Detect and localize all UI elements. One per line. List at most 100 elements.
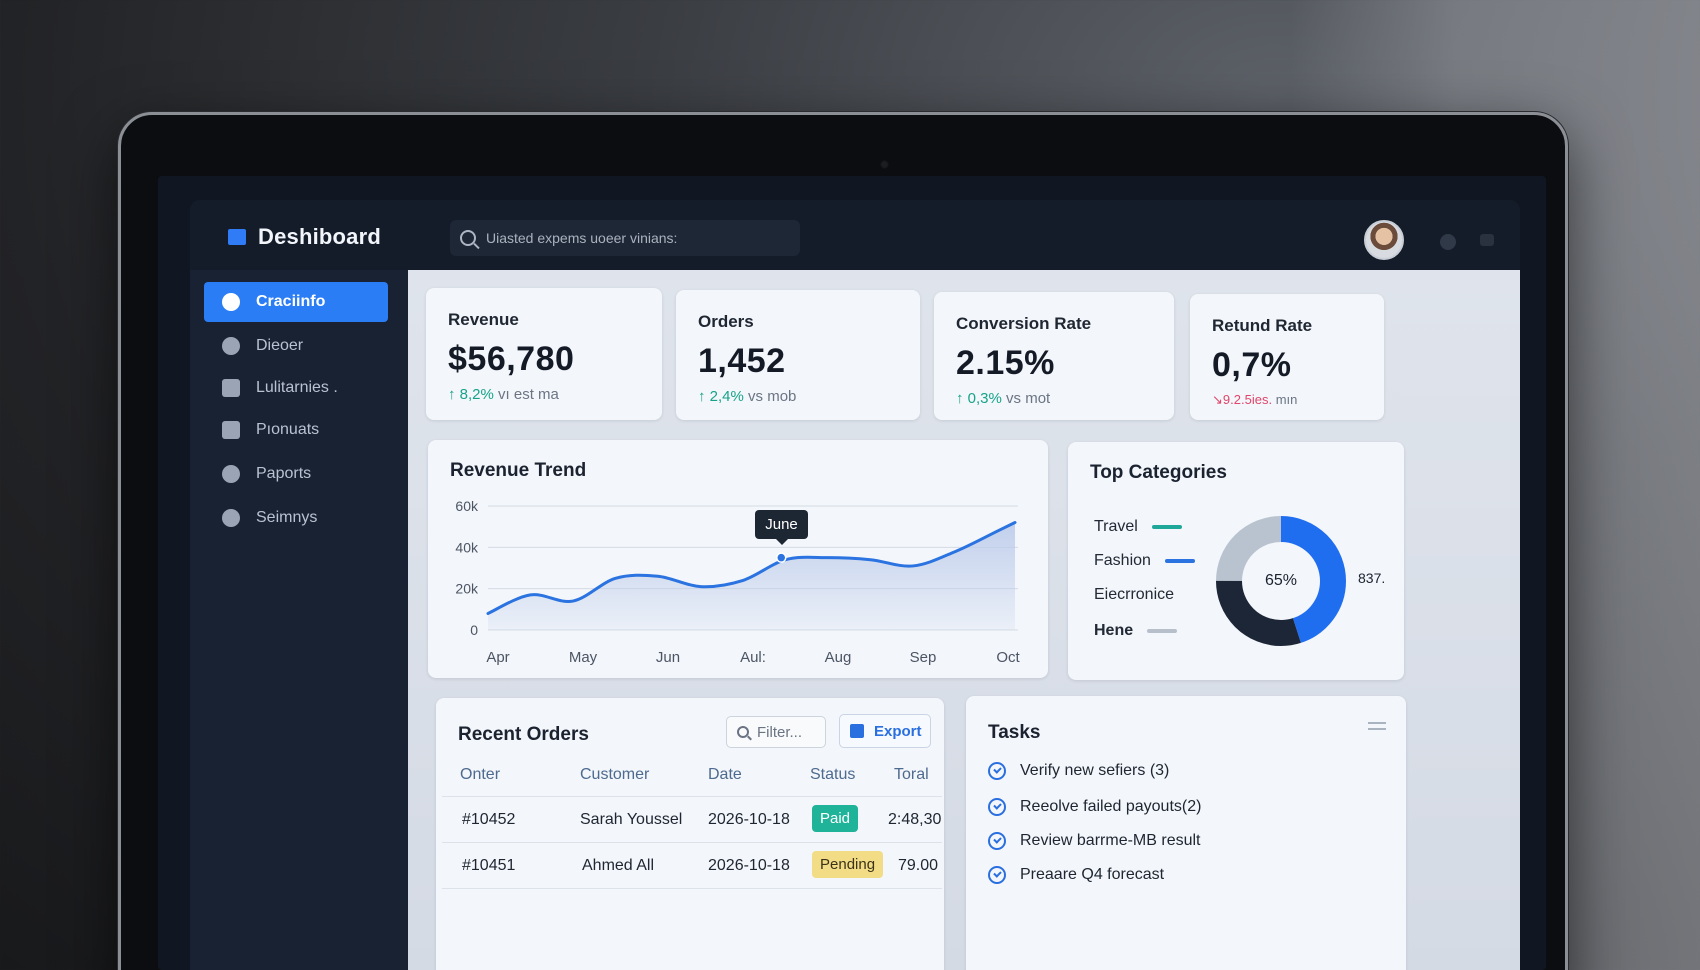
kpi-card-refund-rate[interactable]: Retund Rate 0,7% ↘9.2.5ies. mın: [1190, 294, 1384, 420]
kpi-card-revenue[interactable]: Revenue $56,780 ↑ 8,2% vı est ma: [426, 288, 662, 420]
trend-up-icon: ↑: [448, 386, 460, 403]
task-item[interactable]: Verify new sefiers (3): [988, 762, 1169, 780]
order-date: 2026-10-18: [708, 811, 790, 828]
legend-swatch: [1164, 559, 1195, 563]
donut-slice[interactable]: [1216, 516, 1346, 646]
trend-down-icon: ↘: [1212, 392, 1223, 407]
dashboard-icon: [222, 293, 240, 311]
export-button[interactable]: Export: [839, 714, 931, 748]
trend-up-icon: ↑: [698, 388, 710, 405]
order-total: 2:48,30: [888, 811, 942, 828]
column-header-total[interactable]: Toral: [894, 766, 929, 783]
legend-swatch: [1151, 525, 1182, 529]
donut-slice[interactable]: [1216, 516, 1346, 646]
check-circle-icon[interactable]: [988, 866, 1006, 884]
revenue-trend-title: Revenue Trend: [450, 460, 587, 481]
sidebar-item-analytics[interactable]: Lulitarnies .: [204, 368, 388, 408]
kpi-label: Revenue: [448, 310, 519, 329]
order-date: 2026-10-18: [708, 857, 790, 874]
check-circle-icon[interactable]: [988, 832, 1006, 850]
kpi-delta: ↘9.2.5ies. mın: [1212, 392, 1298, 407]
column-header-date[interactable]: Date: [708, 766, 742, 783]
task-item[interactable]: Review barrme-MB result: [988, 832, 1200, 850]
search-bar[interactable]: [450, 220, 800, 256]
sidebar-item-label: Craciinfo: [256, 293, 326, 310]
webcam: [880, 160, 889, 169]
dashboard-logo-icon: [228, 229, 246, 245]
sidebar-item-label: Pıonuats: [256, 421, 320, 438]
search-icon: [737, 726, 749, 738]
sidebar-item-products[interactable]: Pıonuats: [204, 410, 388, 450]
app-title: Deshiboard: [258, 224, 382, 249]
legend-item-electronics[interactable]: Eiecrronice: [1094, 586, 1175, 603]
revenue-trend-card: Revenue Trend 60k 40k 20k 0 Apr May Jun Aul: Aug…: [428, 440, 1048, 678]
search-input[interactable]: [486, 230, 776, 246]
legend-item-fashion[interactable]: Fashion: [1094, 552, 1195, 570]
legend-swatch: [1147, 629, 1178, 633]
y-tick-label: 60k: [455, 498, 479, 514]
y-tick-label: 20k: [455, 581, 479, 597]
categories-donut-chart[interactable]: [1206, 506, 1356, 656]
kpi-label: Orders: [698, 312, 754, 331]
sidebar-item-users[interactable]: Dieoer: [204, 326, 388, 366]
avatar[interactable]: [1364, 220, 1404, 260]
task-item[interactable]: Reeolve failed payouts(2): [988, 798, 1201, 816]
customer-name: Ahmed All: [582, 857, 655, 874]
revenue-trend-chart[interactable]: 60k 40k 20k 0 Apr May Jun Aul: Aug Sep Oct: [428, 440, 1048, 678]
trend-up-icon: ↑: [956, 390, 968, 407]
brand[interactable]: Deshiboard: [228, 224, 381, 250]
kpi-label: Conversion Rate: [956, 314, 1092, 333]
status-badge: Pending: [812, 851, 884, 878]
recent-orders-card: Recent Orders Filter... Export Onter Cus…: [436, 698, 944, 970]
kpi-delta: ↑ 2,4% vs mob: [698, 388, 797, 405]
top-categories-title: Top Categories: [1090, 462, 1227, 483]
tasks-title: Tasks: [988, 722, 1041, 743]
kpi-value: 0,7%: [1212, 346, 1292, 384]
reports-icon: [222, 465, 240, 483]
order-id: #10451: [462, 857, 516, 874]
sidebar-item-settings[interactable]: Seimnys: [204, 498, 388, 538]
sidebar-item-label: Paports: [256, 465, 312, 482]
kpi-card-conversion-rate[interactable]: Conversion Rate 2.15% ↑ 0,3% vs mot: [934, 292, 1174, 420]
order-total: 79.00: [898, 857, 939, 874]
highlight-point: [776, 552, 787, 563]
revenue-area: [488, 522, 1015, 630]
column-header-customer[interactable]: Customer: [580, 766, 650, 783]
analytics-icon: [222, 379, 240, 397]
kpi-value: 1,452: [698, 342, 786, 380]
sidebar: Craciinfo Dieoer Lulitarnies . Pıonuats …: [190, 270, 408, 970]
x-tick-label: Sep: [910, 649, 937, 666]
sidebar-item-dashboard[interactable]: Craciinfo: [204, 282, 388, 322]
top-categories-card: Top Categories Travel Fashion Eiecrronic…: [1068, 442, 1404, 680]
y-tick-label: 40k: [455, 539, 479, 555]
menu-icon[interactable]: [1368, 722, 1386, 730]
column-header-status[interactable]: Status: [810, 766, 856, 783]
kpi-card-orders[interactable]: Orders 1,452 ↑ 2,4% vs mob: [676, 290, 920, 420]
sidebar-item-label: Lulitarnies .: [256, 379, 338, 396]
settings-icon[interactable]: [1480, 234, 1494, 246]
x-tick-label: Oct: [996, 649, 1020, 666]
screen: Deshiboard Craciinfo Dieoer Lulitarnies …: [158, 176, 1546, 970]
chart-tooltip: June: [755, 509, 808, 545]
notification-icon[interactable]: [1440, 234, 1456, 250]
task-item[interactable]: Preaare Q4 forecast: [988, 866, 1164, 884]
table-row[interactable]: #10452 Sarah Youssel 2026-10-18 Paid 2:4…: [442, 796, 942, 840]
table-row[interactable]: #10451 Ahmed All 2026-10-18 Pending 79.0…: [442, 842, 942, 886]
x-tick-label: Jun: [656, 649, 680, 666]
check-circle-icon[interactable]: [988, 798, 1006, 816]
revenue-line: [486, 521, 1017, 615]
x-tick-label: Aug: [825, 649, 852, 666]
kpi-value: $56,780: [448, 340, 575, 378]
sidebar-item-reports[interactable]: Paports: [204, 454, 388, 494]
x-tick-label: Aul:: [740, 649, 766, 666]
kpi-label: Retund Rate: [1212, 316, 1313, 335]
x-tick-label: May: [569, 649, 598, 666]
kpi-value: 2.15%: [956, 344, 1055, 382]
table-row[interactable]: [442, 888, 942, 932]
legend-item-home[interactable]: Hene: [1094, 622, 1178, 640]
check-circle-icon[interactable]: [988, 762, 1006, 780]
orders-filter[interactable]: Filter...: [726, 716, 826, 748]
donut-hole: [1243, 543, 1319, 619]
legend-item-travel[interactable]: Travel: [1094, 518, 1182, 536]
column-header-order[interactable]: Onter: [460, 766, 501, 783]
